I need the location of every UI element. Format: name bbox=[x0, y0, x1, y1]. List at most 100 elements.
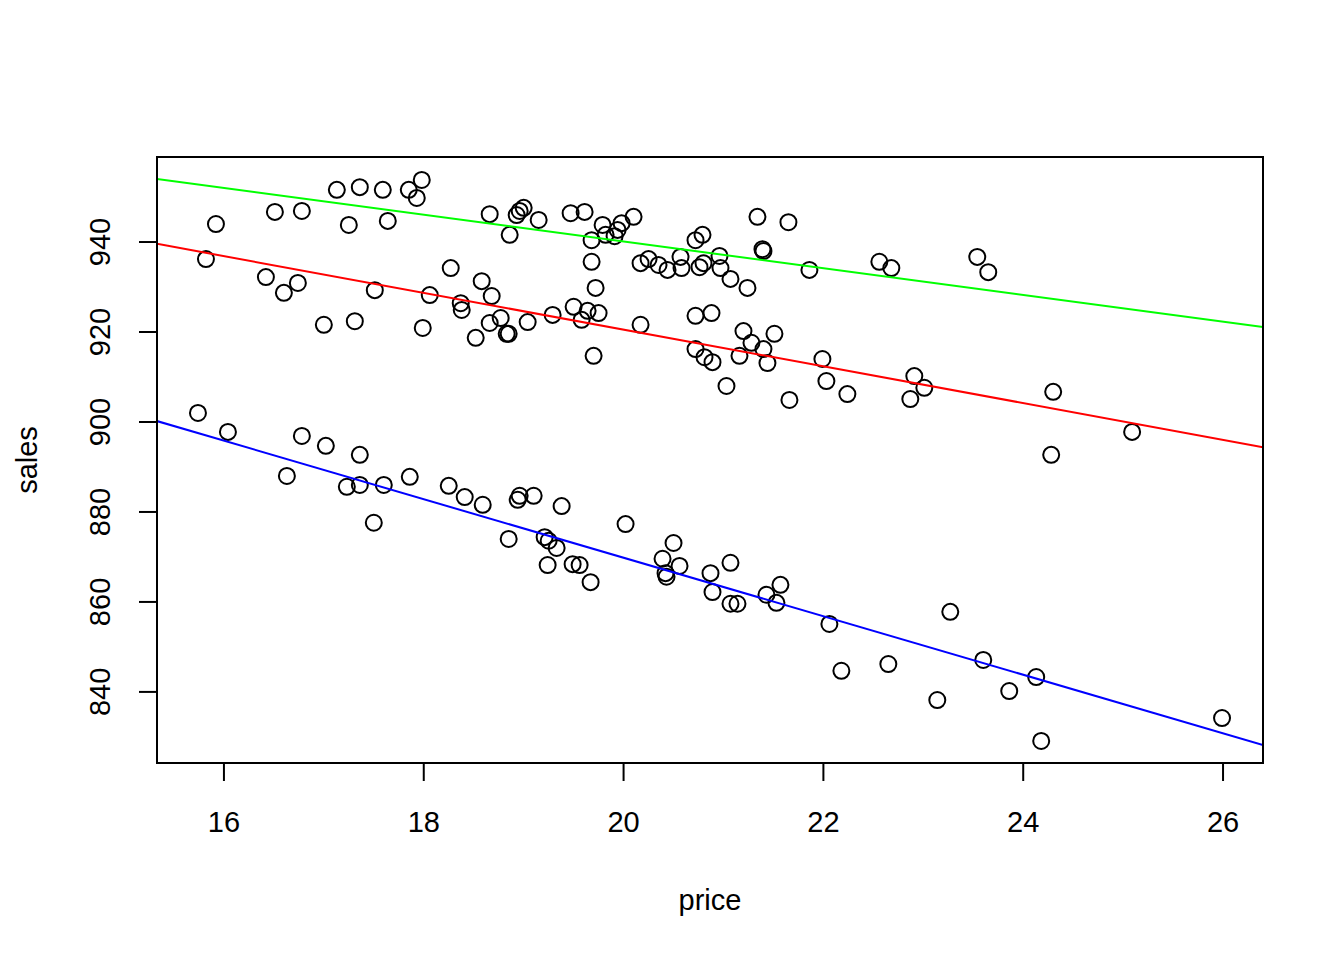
point bbox=[329, 182, 345, 198]
point bbox=[457, 489, 473, 505]
point bbox=[633, 317, 649, 333]
point bbox=[1043, 447, 1059, 463]
point bbox=[482, 206, 498, 222]
x-tick-label: 18 bbox=[408, 806, 440, 838]
point bbox=[501, 326, 517, 342]
point bbox=[618, 516, 634, 532]
y-tick bbox=[139, 331, 157, 333]
point bbox=[267, 204, 283, 220]
point bbox=[276, 285, 292, 301]
point bbox=[318, 438, 334, 454]
point bbox=[520, 314, 536, 330]
point bbox=[722, 555, 738, 571]
point bbox=[839, 386, 855, 402]
x-tick-label: 22 bbox=[807, 806, 839, 838]
plot-frame bbox=[157, 157, 1263, 763]
point bbox=[695, 227, 711, 243]
x-tick-label: 16 bbox=[208, 806, 240, 838]
point bbox=[454, 302, 470, 318]
x-axis-title: price bbox=[679, 884, 742, 916]
point bbox=[443, 260, 459, 276]
point bbox=[880, 656, 896, 672]
regression-line bbox=[157, 244, 1263, 447]
point bbox=[801, 262, 817, 278]
point bbox=[577, 204, 593, 220]
point bbox=[692, 259, 708, 275]
point bbox=[651, 257, 667, 273]
point bbox=[883, 260, 899, 276]
y-tick-label: 940 bbox=[84, 218, 116, 266]
point bbox=[474, 273, 490, 289]
x-tick-label: 20 bbox=[607, 806, 639, 838]
point bbox=[583, 574, 599, 590]
point bbox=[294, 428, 310, 444]
point bbox=[484, 288, 500, 304]
point bbox=[735, 323, 751, 339]
point bbox=[1001, 683, 1017, 699]
point bbox=[366, 515, 382, 531]
point bbox=[588, 280, 604, 296]
point bbox=[341, 217, 357, 233]
point bbox=[749, 209, 765, 225]
point bbox=[916, 380, 932, 396]
y-tick bbox=[139, 691, 157, 693]
point bbox=[902, 391, 918, 407]
x-tick bbox=[1022, 763, 1024, 781]
y-tick bbox=[139, 241, 157, 243]
point bbox=[722, 271, 738, 287]
x-tick-label: 24 bbox=[1007, 806, 1039, 838]
point bbox=[540, 557, 556, 573]
y-tick-label: 880 bbox=[84, 488, 116, 536]
point bbox=[688, 308, 704, 324]
point bbox=[352, 179, 368, 195]
point bbox=[493, 310, 509, 326]
point bbox=[704, 354, 720, 370]
x-tick bbox=[223, 763, 225, 781]
point bbox=[1124, 424, 1140, 440]
point bbox=[666, 535, 682, 551]
y-tick-label: 900 bbox=[84, 398, 116, 446]
point bbox=[929, 692, 945, 708]
point bbox=[772, 577, 788, 593]
point bbox=[1033, 733, 1049, 749]
y-axis-line bbox=[156, 242, 158, 692]
plot-area bbox=[157, 172, 1263, 749]
point bbox=[380, 213, 396, 229]
point bbox=[549, 540, 565, 556]
x-tick bbox=[822, 763, 824, 781]
point bbox=[347, 313, 363, 329]
point bbox=[1045, 384, 1061, 400]
point bbox=[502, 227, 518, 243]
point bbox=[468, 330, 484, 346]
x-tick bbox=[1222, 763, 1224, 781]
point bbox=[526, 488, 542, 504]
point bbox=[475, 497, 491, 513]
point bbox=[516, 200, 532, 216]
y-tick bbox=[139, 511, 157, 513]
point bbox=[718, 378, 734, 394]
point bbox=[294, 203, 310, 219]
y-tick-label: 860 bbox=[84, 578, 116, 626]
chart: 161820222426840860880900920940pricesales bbox=[0, 0, 1344, 960]
y-tick bbox=[139, 601, 157, 603]
point bbox=[729, 596, 745, 612]
point bbox=[415, 320, 431, 336]
point bbox=[409, 190, 425, 206]
point bbox=[580, 303, 596, 319]
point bbox=[655, 551, 671, 567]
point bbox=[584, 254, 600, 270]
point bbox=[501, 531, 517, 547]
point bbox=[703, 305, 719, 321]
point bbox=[755, 243, 771, 259]
point bbox=[531, 212, 547, 228]
point bbox=[766, 326, 782, 342]
point bbox=[220, 424, 236, 440]
point bbox=[316, 317, 332, 333]
point bbox=[781, 392, 797, 408]
x-tick-label: 26 bbox=[1207, 806, 1239, 838]
point bbox=[1214, 710, 1230, 726]
point bbox=[586, 348, 602, 364]
point bbox=[352, 447, 368, 463]
point bbox=[190, 405, 206, 421]
y-axis-title: sales bbox=[11, 426, 43, 494]
